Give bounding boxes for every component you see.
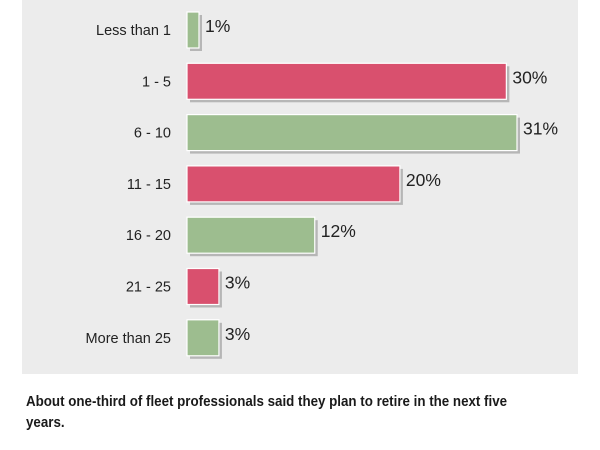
category-label: 6 - 10 [134,126,171,142]
value-label: 3% [225,324,250,344]
bar-row: 21 - 25 3% [126,267,250,308]
value-label: 1% [205,16,230,36]
bar-row: 16 - 20 12% [126,216,356,257]
bar-chart: Less than 1 1% 1 - 5 30% 6 - 10 31% 11 - 15 20%… [86,11,558,359]
bar [186,113,518,152]
category-label: More than 25 [86,331,171,347]
bar-row: 6 - 10 31% [134,113,558,154]
chart-panel: Less than 1 1% 1 - 5 30% 6 - 10 31% 11 - 15 20%… [22,0,578,374]
value-label: 30% [512,67,547,87]
bar [186,319,220,357]
bar [186,165,401,203]
bar-row: More than 25 3% [86,319,250,359]
category-label: 21 - 25 [126,280,171,296]
value-label: 12% [321,221,356,241]
chart-caption: About one-third of fleet professionals s… [26,394,508,431]
value-label: 20% [406,170,441,190]
bar [186,62,507,100]
category-label: 11 - 15 [127,177,171,193]
value-label: 31% [523,119,558,139]
bar-row: Less than 1 1% [96,11,230,51]
category-label: Less than 1 [96,23,171,39]
bar [186,216,316,254]
bar [186,267,220,306]
bar [186,11,200,49]
value-label: 3% [225,273,250,293]
category-label: 1 - 5 [142,74,171,90]
bar-row: 11 - 15 20% [127,165,441,205]
bar-row: 1 - 5 30% [142,62,547,103]
category-label: 16 - 20 [126,228,171,244]
